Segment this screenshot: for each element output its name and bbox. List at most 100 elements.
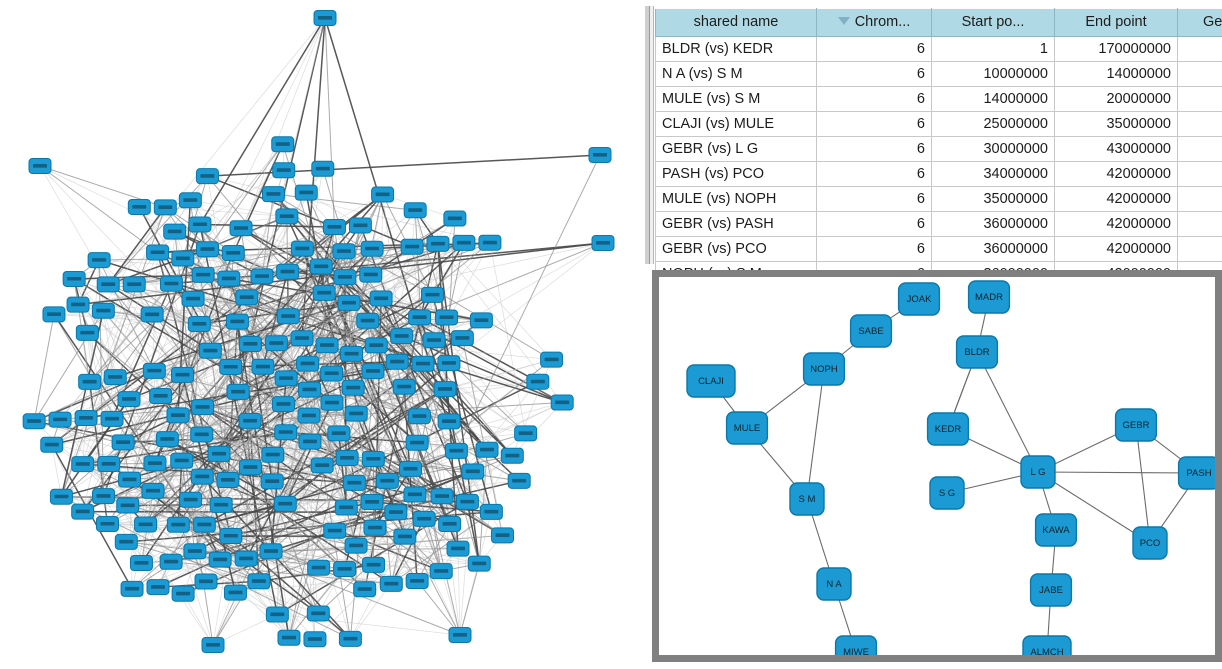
main-network-node[interactable] — [95, 515, 119, 532]
main-network-edge[interactable] — [73, 278, 155, 372]
main-network-node[interactable] — [223, 584, 247, 601]
main-network-edge[interactable] — [416, 402, 563, 444]
main-network-node[interactable] — [362, 556, 386, 573]
main-network-node[interactable] — [71, 503, 95, 520]
main-network-node[interactable] — [405, 434, 429, 451]
subnetwork-node[interactable]: ALMCH — [1022, 635, 1072, 655]
subnetwork-edge[interactable] — [1037, 471, 1151, 544]
main-network-edge[interactable] — [245, 344, 251, 559]
main-network-edge[interactable] — [199, 17, 326, 225]
main-network-node[interactable] — [526, 373, 550, 390]
cell-start_point[interactable]: 35000000 — [931, 186, 1055, 212]
main-network-node[interactable] — [332, 243, 356, 260]
main-network-edge[interactable] — [153, 370, 168, 440]
main-network-edge[interactable] — [82, 463, 179, 526]
subnetwork-node[interactable]: JOAK — [897, 282, 941, 316]
main-network-edge[interactable] — [107, 17, 326, 285]
main-network-edge[interactable] — [355, 480, 388, 546]
subnetwork-node[interactable]: NOPH — [802, 352, 846, 386]
main-network-node[interactable] — [91, 302, 115, 319]
main-network-node[interactable] — [171, 366, 195, 383]
cell-end_point[interactable]: 35000000 — [1054, 111, 1178, 137]
main-network-edge[interactable] — [404, 468, 411, 537]
main-network-node[interactable] — [412, 510, 436, 527]
main-network-node[interactable] — [455, 493, 479, 510]
main-network-edge[interactable] — [103, 495, 142, 564]
node-shape[interactable] — [929, 476, 965, 510]
main-network-node[interactable] — [247, 573, 271, 590]
main-network-node[interactable] — [364, 337, 388, 354]
main-network-node[interactable] — [111, 434, 135, 451]
main-network-edge[interactable] — [202, 413, 357, 477]
main-network-edge[interactable] — [114, 143, 284, 378]
main-network-node[interactable] — [478, 234, 502, 251]
main-network-edge[interactable] — [39, 165, 158, 253]
main-network-node[interactable] — [87, 252, 111, 269]
main-network-edge[interactable] — [305, 192, 346, 278]
node-shape[interactable] — [789, 482, 825, 516]
main-network-node[interactable] — [271, 396, 295, 413]
main-network-edge[interactable] — [182, 593, 214, 646]
main-network-node[interactable] — [42, 306, 66, 323]
main-network-node[interactable] — [411, 355, 435, 372]
main-network-edge[interactable] — [145, 439, 168, 525]
main-network-node[interactable] — [320, 365, 344, 382]
main-network-node[interactable] — [100, 410, 124, 427]
cell-start_point[interactable]: 30000000 — [931, 136, 1055, 162]
main-network-node[interactable] — [207, 445, 231, 462]
main-network-edge[interactable] — [448, 242, 604, 364]
cell-genetic[interactable]: 6.6 — [1177, 61, 1222, 87]
main-network-node[interactable] — [276, 308, 300, 325]
main-network-edge[interactable] — [459, 563, 480, 636]
main-network-edge[interactable] — [212, 441, 311, 646]
cell-genetic[interactable]: 10.5 — [1177, 186, 1222, 212]
main-network-node[interactable] — [276, 263, 300, 280]
main-network-edge[interactable] — [355, 413, 388, 481]
node-shape[interactable] — [1029, 573, 1073, 607]
main-network-node[interactable] — [250, 268, 274, 285]
main-network-node[interactable] — [142, 362, 166, 379]
cell-start_point[interactable]: 36000000 — [931, 236, 1055, 262]
main-network-node[interactable] — [399, 460, 423, 477]
main-network-node[interactable] — [479, 503, 503, 520]
main-network-node[interactable] — [344, 537, 368, 554]
column-header-shared-name[interactable]: shared name — [655, 8, 817, 37]
main-network-node[interactable] — [514, 425, 538, 442]
main-network-node[interactable] — [437, 413, 461, 430]
column-header-genetic[interactable]: Genetic... — [1177, 8, 1222, 37]
main-network-edge[interactable] — [85, 284, 135, 419]
main-network-node[interactable] — [271, 136, 295, 153]
main-network-edge[interactable] — [51, 366, 231, 446]
main-network-node[interactable] — [340, 345, 364, 362]
node-shape[interactable] — [686, 364, 736, 398]
subnetwork-node[interactable]: MIWE — [834, 635, 878, 655]
cell-shared_name[interactable]: N A (vs) S M — [655, 61, 817, 87]
main-network-node[interactable] — [337, 294, 361, 311]
main-network-node[interactable] — [309, 258, 333, 275]
main-network-edge[interactable] — [284, 402, 333, 505]
subnetwork-canvas[interactable]: CLAJI MULE NOPH SABE JOAK S M N A MIWE MADR BLDR K… — [652, 270, 1222, 662]
main-network-node[interactable] — [183, 543, 207, 560]
main-network-node[interactable] — [294, 184, 318, 201]
main-network-node[interactable] — [40, 436, 64, 453]
table-row[interactable]: GEBR (vs) L G6300000004300000016.9 — [655, 136, 1222, 162]
main-network-node[interactable] — [312, 284, 336, 301]
main-network-node[interactable] — [393, 528, 417, 545]
cell-shared_name[interactable]: GEBR (vs) PCO — [655, 236, 817, 262]
main-network-node[interactable] — [62, 270, 86, 287]
main-network-node[interactable] — [103, 369, 127, 386]
main-network-node[interactable] — [448, 627, 472, 643]
main-network-edge[interactable] — [414, 210, 424, 364]
main-network-edge[interactable] — [190, 199, 325, 294]
cell-end_point[interactable]: 20000000 — [1054, 86, 1178, 112]
main-network-node[interactable] — [209, 496, 233, 513]
main-network-node[interactable] — [360, 493, 384, 510]
main-network-node[interactable] — [405, 573, 429, 590]
main-network-node[interactable] — [356, 312, 380, 329]
main-network-edge[interactable] — [354, 361, 398, 483]
main-network-edge[interactable] — [171, 561, 259, 582]
main-network-edge[interactable] — [108, 248, 373, 285]
cell-end_point[interactable]: 14000000 — [1054, 61, 1178, 87]
cell-chromosome[interactable]: 6 — [816, 136, 932, 162]
node-shape[interactable] — [1034, 513, 1078, 547]
